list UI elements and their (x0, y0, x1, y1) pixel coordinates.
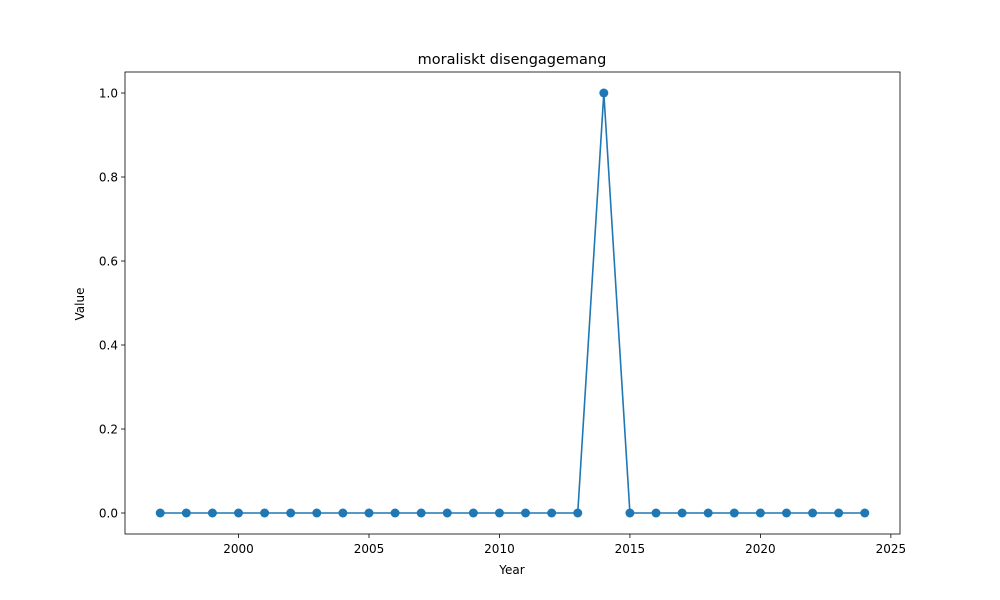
x-axis-label: Year (498, 563, 524, 577)
data-point (442, 508, 452, 518)
y-tick-label: 0.6 (99, 255, 118, 269)
x-tick-label: 2015 (615, 542, 646, 556)
data-point (781, 508, 791, 518)
x-tick-label: 2010 (484, 542, 515, 556)
x-tick-label: 2020 (745, 542, 776, 556)
x-tick-label: 2000 (223, 542, 254, 556)
data-point (390, 508, 400, 518)
data-point (703, 508, 713, 518)
chart-title: moraliskt disengagemang (418, 52, 607, 68)
y-tick-label: 0.2 (99, 423, 118, 437)
data-point (416, 508, 426, 518)
data-point (181, 508, 191, 518)
data-point (338, 508, 348, 518)
data-point (599, 88, 609, 98)
y-tick-label: 1.0 (99, 87, 118, 101)
data-point (260, 508, 270, 518)
x-tick-label: 2025 (876, 542, 907, 556)
x-tick-label: 2005 (354, 542, 385, 556)
data-point (651, 508, 661, 518)
data-point (207, 508, 217, 518)
y-tick-label: 0.0 (99, 507, 118, 521)
data-point (573, 508, 583, 518)
data-point (677, 508, 687, 518)
data-point (155, 508, 165, 518)
plot-area: 2000 2005 2010 2015 2020 2025 0.0 0.2 0.4 0.6 0.8 1… (99, 71, 907, 556)
y-tick-label: 0.4 (99, 339, 118, 353)
data-point (312, 508, 322, 518)
data-point (729, 508, 739, 518)
data-point (521, 508, 531, 518)
data-point (468, 508, 478, 518)
data-point (860, 508, 870, 518)
data-point (625, 508, 635, 518)
axes-frame (124, 71, 901, 535)
y-tick-label: 0.8 (99, 171, 118, 185)
data-point (834, 508, 844, 518)
data-point (364, 508, 374, 518)
data-point (286, 508, 296, 518)
y-axis-label: Value (73, 288, 87, 321)
data-point (808, 508, 818, 518)
data-point (494, 508, 504, 518)
data-point (234, 508, 244, 518)
data-point (755, 508, 765, 518)
data-point (547, 508, 557, 518)
series-line (160, 92, 865, 514)
